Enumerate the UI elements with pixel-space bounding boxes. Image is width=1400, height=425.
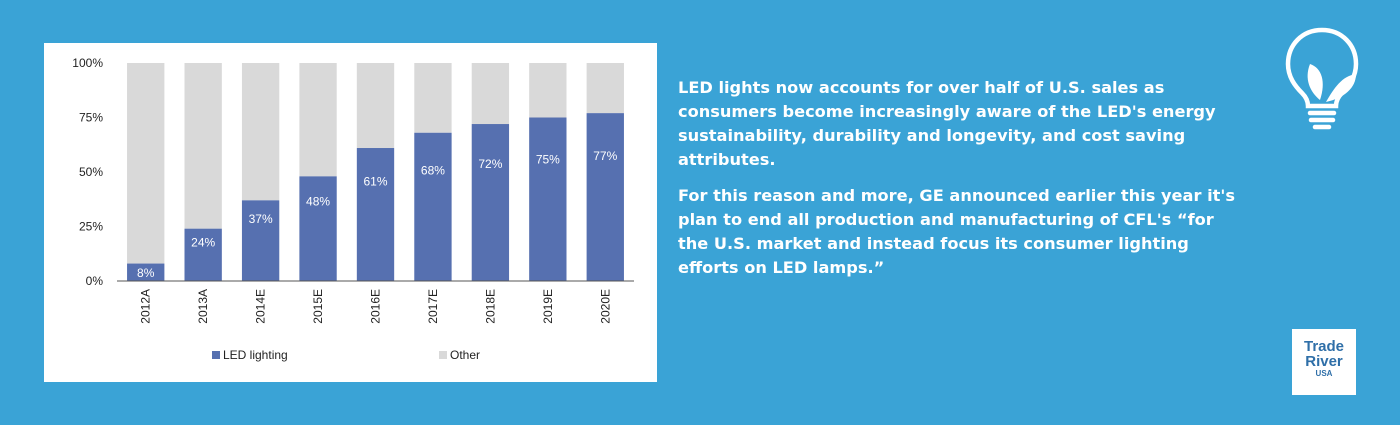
x-tick-label-2015E: 2015E [311, 289, 325, 324]
bar-other-2017E [414, 63, 452, 133]
legend-swatch-led [212, 351, 220, 359]
logo-line-1: Trade [1303, 338, 1345, 355]
data-label-2018E: 72% [478, 157, 502, 171]
bar-led-2019E [529, 117, 567, 281]
data-label-2013A: 24% [191, 236, 215, 250]
y-tick-label: 0% [86, 274, 104, 288]
data-label-2015E: 48% [306, 195, 330, 209]
data-label-2017E: 68% [421, 163, 445, 177]
x-tick-label-2013A: 2013A [196, 289, 210, 324]
bar-led-2015E [299, 176, 337, 281]
bar-other-2012A [127, 63, 165, 264]
data-label-2020E: 77% [593, 149, 617, 163]
stacked-bar-chart: 0% 25% 50% 75% 100% 8% 2012A 24% 2013A 37% 2014E 48… [72, 56, 634, 362]
bar-other-2014E [241, 63, 280, 201]
logo-line-2: River [1305, 353, 1343, 370]
bar-led-2016E [356, 148, 395, 281]
bar-led-2014E [241, 200, 280, 281]
data-label-2016E: 61% [363, 174, 387, 188]
paragraph-1: LED lights now accounts for over half of… [678, 78, 1216, 169]
chart-panel: 0% 25% 50% 75% 100% 8% 2012A 24% 2013A 37% 2014E 48… [44, 43, 657, 382]
trade-river-logo: Trade River USA [1292, 329, 1356, 395]
bar-other-2013A [184, 63, 222, 229]
y-tick-label: 100% [72, 56, 103, 70]
y-tick-label: 50% [79, 165, 103, 179]
legend-label-other: Other [450, 348, 480, 362]
paragraph-2: For this reason and more, GE announced e… [678, 186, 1235, 277]
logo-line-3: USA [1315, 369, 1333, 378]
x-tick-label-2016E: 2016E [369, 289, 383, 324]
x-tick-label-2014E: 2014E [254, 289, 268, 324]
bar-other-2020E [586, 63, 624, 114]
description-text: LED lights now accounts for over half of… [678, 76, 1238, 292]
bar-led-2018E [471, 124, 510, 281]
y-tick-label: 75% [79, 111, 103, 125]
x-tick-label-2018E: 2018E [483, 289, 497, 324]
bar-other-2018E [471, 63, 510, 125]
x-tick-label-2019E: 2019E [541, 289, 555, 324]
bar-other-2016E [356, 63, 395, 149]
legend-label-led: LED lighting [223, 348, 288, 362]
data-label-2014E: 37% [249, 212, 273, 226]
bar-other-2019E [529, 63, 567, 118]
bar-led-2017E [414, 132, 452, 281]
data-label-2012A: 8% [137, 266, 155, 280]
legend-swatch-other [439, 351, 447, 359]
x-tick-label-2012A: 2012A [139, 289, 153, 324]
lightbulb-leaf-icon [1280, 24, 1364, 134]
bar-led-2013A [184, 228, 222, 281]
bar-other-2015E [299, 63, 337, 177]
bar-led-2020E [586, 113, 624, 281]
y-tick-label: 25% [79, 220, 103, 234]
data-label-2019E: 75% [536, 152, 560, 166]
bar-led-2012A [127, 263, 165, 281]
x-tick-label-2020E: 2020E [598, 289, 612, 324]
x-tick-label-2017E: 2017E [426, 289, 440, 324]
